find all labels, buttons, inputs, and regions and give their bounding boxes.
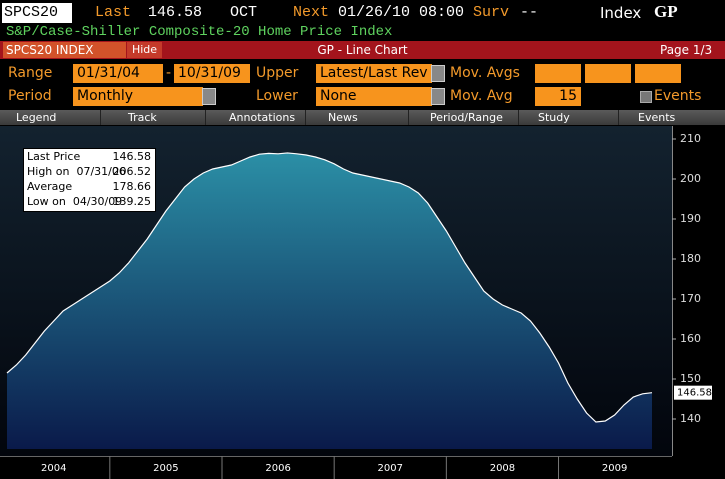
mov-avg-value[interactable]: 15 [535,87,581,106]
toolbar [0,110,725,125]
toolbar-button[interactable]: News [328,111,358,124]
area [7,152,652,450]
security-box: SPCS20 INDEX [3,42,126,58]
stat-value: 206.52 [112,165,152,178]
y-tick-label: 160 [680,332,701,345]
x-tick-label: 2007 [378,463,403,474]
dropdown-arrow[interactable] [431,65,445,82]
range-start[interactable]: 01/31/04 [73,64,163,83]
stats-box: Last Price 146.58 High on 07/31/06 206.5… [23,148,156,212]
title-bar [0,41,725,59]
y-tick-label: 170 [680,292,701,305]
stat-label: High on 07/31/06 [27,165,126,178]
ticker[interactable]: SPCS20 [2,3,72,23]
upper-label: Upper [256,65,299,81]
mov-avgs-label: Mov. Avgs [450,65,520,81]
stat-value: 139.25 [112,195,152,208]
surv-value: -- [520,4,539,21]
dropdown-arrow[interactable] [202,88,216,105]
range-separator: - [166,65,172,81]
toolbar-separator [408,110,409,125]
x-tick-label: 2004 [41,463,66,474]
toolbar-separator [618,110,619,125]
last-price-tag [674,385,712,400]
screen-title: GP - Line Chart [317,43,408,57]
lower-label: Lower [256,88,298,104]
y-tick-label: 190 [680,212,701,225]
stat-label: Last Price [27,150,81,163]
next-label: Next [293,4,330,21]
y-tick-label: 200 [680,172,701,185]
toolbar-button[interactable]: Study [538,111,570,124]
x-axis-band [0,456,725,479]
y-tick-label: 210 [680,132,701,145]
stat-value: 178.66 [112,180,152,193]
toolbar-separator [100,110,101,125]
mov-avg-input[interactable] [535,64,581,83]
mov-avg-label: Mov. Avg [450,88,513,104]
stat-value: 146.58 [112,150,152,163]
month: OCT [230,4,258,21]
toolbar-button[interactable]: Events [638,111,676,124]
x-tick-label: 2005 [153,463,178,474]
y-tick-label: 140 [680,412,701,425]
function-code: GP [654,2,678,21]
events-checkbox[interactable] [640,91,652,103]
last-value: 146.58 [148,4,203,21]
period-label: Period [8,88,52,104]
last-price-label: 146.58 [677,388,712,399]
events-label: Events [654,88,702,104]
mov-avg-input[interactable] [585,64,631,83]
toolbar-button[interactable]: Period/Range [430,111,503,124]
line [6,152,653,423]
x-tick-label: 2008 [490,463,515,474]
stat-label: Low on 04/30/09 [27,195,123,208]
period-select[interactable]: Monthly [73,87,203,106]
toolbar-button[interactable]: Legend [16,111,57,124]
last-label: Last [95,4,132,21]
toolbar-separator [205,110,206,125]
toolbar-separator [518,110,519,125]
y-tick-label: 180 [680,252,701,265]
range-label: Range [8,65,53,81]
security-kind: Index [600,4,642,22]
toolbar-button[interactable]: Annotations [229,111,296,124]
surv-label: Surv [473,4,510,21]
page-number: Page 1/3 [660,43,713,57]
dropdown-arrow[interactable] [431,88,445,105]
stat-label: Average [27,180,73,193]
next-value: 01/26/10 08:00 [338,4,465,21]
hide-button[interactable]: Hide [127,42,162,58]
upper-select[interactable]: Latest/Last Rev [316,64,432,83]
toolbar-separator [305,110,306,125]
lower-select[interactable]: None [316,87,432,106]
y-tick-label: 150 [680,372,701,385]
mov-avg-input[interactable] [635,64,681,83]
subtitle: S&P/Case-Shiller Composite-20 Home Price… [6,24,393,40]
x-tick-label: 2006 [265,463,290,474]
toolbar-button[interactable]: Track [128,111,157,124]
x-tick-label: 2009 [602,463,627,474]
range-end[interactable]: 10/31/09 [174,64,250,83]
